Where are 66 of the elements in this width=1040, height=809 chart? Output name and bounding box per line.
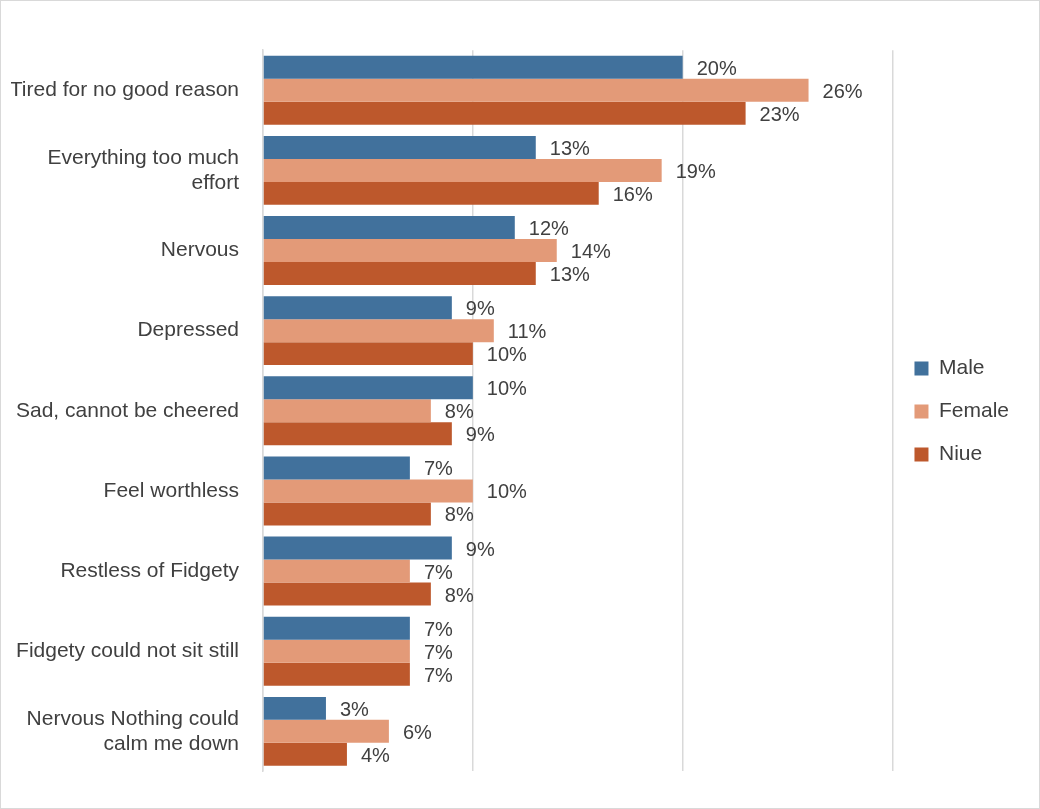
bar bbox=[263, 639, 410, 663]
data-label: 4% bbox=[360, 743, 391, 766]
bar bbox=[263, 616, 410, 640]
data-label: 14% bbox=[570, 240, 611, 263]
data-label: 13% bbox=[549, 136, 591, 159]
data-label: 13% bbox=[549, 263, 591, 286]
legend-label: Male bbox=[938, 355, 985, 379]
bar bbox=[263, 101, 746, 125]
legend-label: Niue bbox=[938, 441, 983, 465]
y-tick-label: Sad, cannot be cheered bbox=[15, 397, 239, 421]
data-label: 26% bbox=[822, 79, 863, 102]
bar bbox=[263, 742, 347, 766]
data-label: 9% bbox=[465, 537, 495, 560]
bar bbox=[263, 262, 536, 285]
bar bbox=[263, 399, 431, 423]
data-label: 7% bbox=[423, 617, 453, 640]
y-tick-label: Restless of Fidgety bbox=[60, 557, 240, 581]
bar bbox=[263, 376, 473, 400]
data-label: 3% bbox=[339, 697, 370, 720]
bar bbox=[263, 181, 599, 205]
bar bbox=[263, 479, 473, 503]
data-label: 10% bbox=[486, 377, 528, 400]
data-label: 6% bbox=[402, 720, 433, 743]
data-label: 23% bbox=[759, 102, 800, 125]
data-label: 20% bbox=[696, 56, 737, 79]
bar bbox=[263, 342, 473, 366]
data-label: 7% bbox=[423, 663, 453, 686]
bar bbox=[263, 456, 410, 480]
y-tick-label: Nervous bbox=[160, 237, 239, 261]
data-label: 10% bbox=[486, 343, 528, 366]
bar bbox=[263, 696, 326, 720]
bar bbox=[263, 239, 557, 263]
data-label: 10% bbox=[486, 480, 528, 503]
data-label: 7% bbox=[423, 640, 453, 663]
y-tick-label: Nervous Nothing could calm me down bbox=[26, 705, 239, 754]
data-label: 9% bbox=[465, 297, 495, 320]
bar bbox=[263, 216, 515, 240]
bar bbox=[263, 296, 452, 320]
bar bbox=[263, 55, 683, 79]
bar bbox=[263, 135, 536, 159]
y-tick-label: Depressed bbox=[137, 317, 239, 341]
data-label: 8% bbox=[444, 503, 474, 526]
legend-label: Female bbox=[938, 398, 1010, 422]
bar bbox=[263, 719, 389, 743]
data-label: 12% bbox=[528, 217, 570, 240]
data-label: 8% bbox=[444, 400, 474, 423]
bar bbox=[263, 502, 431, 526]
bar bbox=[263, 559, 410, 583]
data-label: 16% bbox=[612, 182, 653, 205]
y-tick-label: Tired for no good reason bbox=[9, 77, 239, 101]
bar bbox=[263, 422, 452, 446]
data-label: 11% bbox=[507, 320, 547, 343]
bar bbox=[263, 662, 410, 686]
bar bbox=[263, 536, 452, 560]
data-label: 8% bbox=[444, 583, 474, 606]
bar bbox=[263, 582, 431, 606]
y-tick-label: Feel worthless bbox=[103, 477, 239, 501]
data-label: 9% bbox=[465, 423, 495, 446]
data-label: 7% bbox=[423, 457, 453, 480]
bar bbox=[263, 319, 494, 343]
bar bbox=[263, 78, 809, 102]
data-label: 7% bbox=[423, 560, 453, 583]
y-tick-label: Fidgety could not sit still bbox=[16, 638, 239, 661]
y-tick-label: Everything too much effort bbox=[47, 144, 240, 193]
data-label: 19% bbox=[675, 159, 716, 182]
bar bbox=[263, 158, 662, 182]
